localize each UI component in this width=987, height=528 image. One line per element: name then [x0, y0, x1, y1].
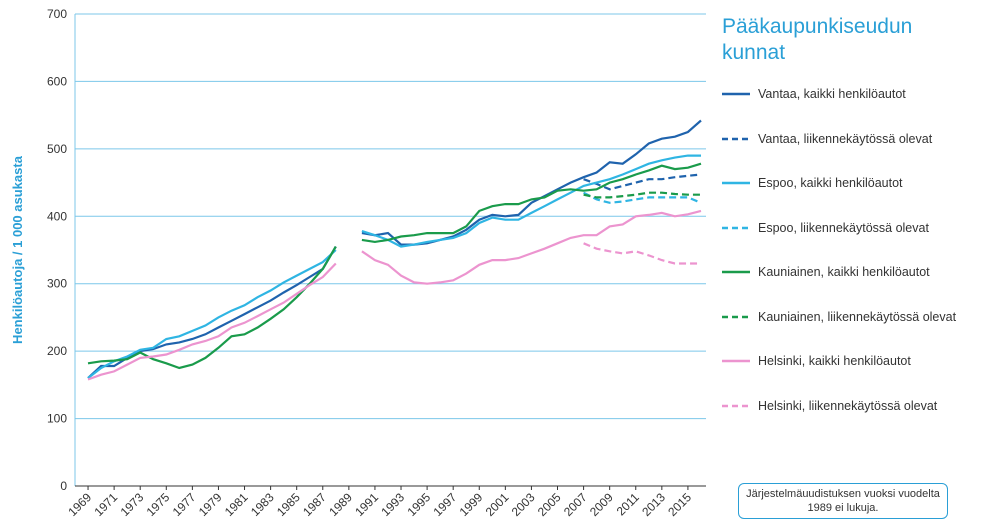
y-tick-label: 500 — [47, 142, 67, 156]
x-tick-label: 1981 — [222, 490, 251, 519]
series-line — [583, 191, 701, 199]
series-line — [87, 162, 702, 370]
legend-swatch — [722, 226, 750, 229]
x-tick-label: 2011 — [614, 490, 642, 518]
legend-item: Vantaa, liikennekäytössä olevat — [722, 131, 982, 176]
x-tick-label: 1989 — [326, 490, 355, 519]
x-tick-label: 1995 — [404, 490, 433, 519]
y-tick-label: 200 — [47, 344, 67, 358]
y-axis-label: Henkilöautoja / 1 000 asukasta — [10, 155, 25, 344]
x-tick-label: 2013 — [639, 490, 668, 519]
x-tick-label: 1979 — [196, 490, 225, 519]
legend-swatch — [722, 181, 750, 185]
x-tick-label: 2015 — [665, 490, 694, 519]
legend-label: Kauniainen, liikennekäytössä olevat — [758, 309, 957, 324]
y-tick-label: 300 — [47, 277, 67, 291]
legend-swatch — [722, 137, 750, 140]
x-tick-label: 2001 — [483, 490, 512, 519]
legend-label: Helsinki, liikennekäytössä olevat — [758, 398, 938, 413]
legend: Pääkaupunkiseudun kunnat Vantaa, kaikki … — [722, 14, 982, 442]
legend-label: Espoo, liikennekäytössä olevat — [758, 220, 929, 235]
y-tick-label: 0 — [60, 479, 67, 493]
legend-label: Vantaa, liikennekäytössä olevat — [758, 131, 933, 146]
x-tick-label: 1969 — [65, 490, 94, 519]
series-line — [583, 191, 702, 204]
x-tick-label: 1991 — [352, 490, 381, 519]
y-tick-label: 100 — [47, 412, 67, 426]
legend-swatch — [722, 359, 750, 363]
x-tick-label: 1997 — [431, 490, 460, 519]
x-tick-label: 1983 — [248, 490, 277, 519]
x-tick-label: 1987 — [300, 490, 329, 519]
legend-item: Kauniainen, kaikki henkilöautot — [722, 264, 982, 309]
note: Järjestelmäuudistuksen vuoksi vuodelta 1… — [738, 483, 948, 519]
legend-label: Espoo, kaikki henkilöautot — [758, 176, 903, 190]
legend-title: Pääkaupunkiseudun kunnat — [722, 15, 913, 64]
legend-swatch — [722, 92, 750, 96]
series-line — [87, 209, 702, 381]
x-tick-label: 2007 — [561, 490, 590, 519]
legend-item: Kauniainen, liikennekäytössä olevat — [722, 309, 982, 354]
legend-label: Helsinki, kaikki henkilöautot — [758, 354, 911, 368]
legend-item: Espoo, kaikki henkilöautot — [722, 175, 982, 220]
x-tick-label: 1973 — [118, 490, 147, 519]
x-tick-label: 1977 — [170, 490, 199, 519]
series-line — [583, 173, 702, 191]
legend-label: Vantaa, kaikki henkilöautot — [758, 87, 906, 101]
x-tick-label: 2003 — [509, 490, 538, 519]
legend-item: Espoo, liikennekäytössä olevat — [722, 220, 982, 265]
x-tick-label: 2005 — [535, 490, 564, 519]
legend-swatch — [722, 315, 750, 318]
y-tick-label: 400 — [47, 209, 67, 223]
series-line — [87, 154, 701, 379]
legend-swatch — [722, 404, 750, 407]
legend-item: Helsinki, kaikki henkilöautot — [722, 353, 982, 398]
x-tick-label: 1971 — [91, 490, 120, 519]
x-tick-label: 1999 — [457, 490, 486, 519]
x-tick-label: 1993 — [378, 490, 407, 519]
series-line — [87, 119, 702, 379]
y-tick-label: 600 — [47, 74, 67, 88]
x-tick-label: 1985 — [274, 490, 303, 519]
legend-item: Vantaa, kaikki henkilöautot — [722, 86, 982, 131]
legend-label: Kauniainen, kaikki henkilöautot — [758, 265, 930, 279]
y-tick-label: 700 — [47, 7, 67, 21]
legend-item: Helsinki, liikennekäytössä olevat — [722, 398, 982, 443]
series-line — [583, 242, 701, 265]
legend-swatch — [722, 270, 750, 274]
x-tick-label: 2009 — [587, 490, 616, 519]
x-tick-label: 1975 — [144, 490, 173, 519]
